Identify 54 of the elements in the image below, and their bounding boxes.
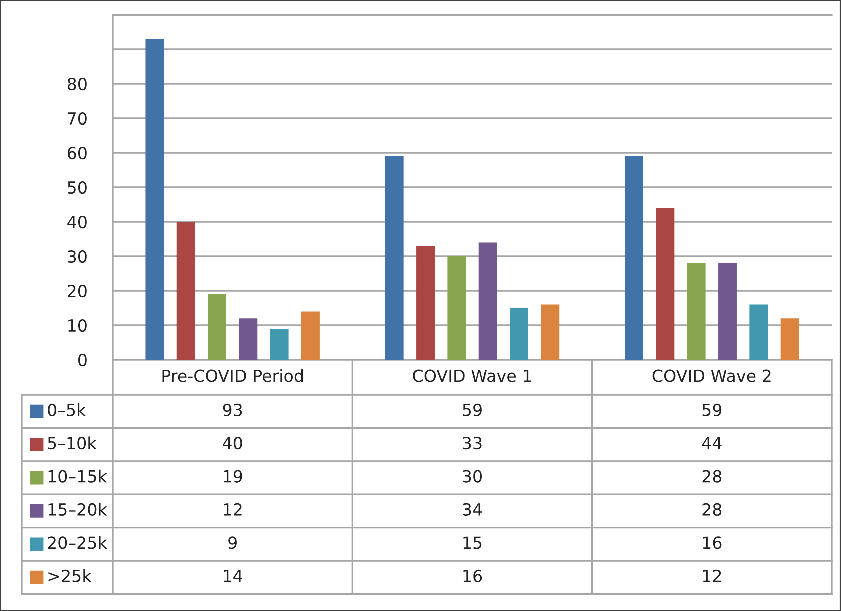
legend-label: 10–15k — [48, 470, 108, 483]
bar — [718, 263, 737, 360]
data-label: 93 — [223, 404, 242, 416]
data-label: 12 — [703, 570, 722, 582]
y-tick-label: 50 — [68, 181, 87, 194]
data-label: 59 — [702, 404, 722, 416]
data-label: 33 — [463, 437, 482, 450]
bar — [208, 294, 226, 360]
data-label: 40 — [223, 437, 242, 450]
legend-label: 0–5k — [48, 404, 86, 416]
x-tick-label: COVID Wave 1 — [413, 370, 532, 382]
bar — [625, 156, 644, 360]
data-label: 9 — [228, 536, 237, 550]
bar — [656, 208, 675, 360]
data-label: 28 — [702, 503, 722, 516]
bar — [239, 318, 258, 360]
bar — [146, 39, 164, 360]
data-label: 12 — [224, 503, 242, 516]
bar — [541, 304, 560, 360]
y-tick-label: 0 — [78, 354, 87, 367]
legend-label: 20–25k — [48, 536, 108, 550]
data-label: 34 — [463, 503, 482, 516]
legend-label: >25k — [48, 570, 92, 582]
legend-label: 15–20k — [48, 503, 108, 516]
y-tick-label: 30 — [68, 250, 87, 264]
y-tick-label: 20 — [68, 284, 87, 298]
data-label: 28 — [702, 470, 722, 483]
bar — [176, 222, 196, 360]
y-tick-label: 40 — [68, 216, 87, 229]
data-label: 16 — [464, 570, 482, 582]
x-tick-label: Pre-COVID Period — [162, 369, 304, 382]
y-tick-label: 80 — [68, 78, 87, 91]
bar — [385, 156, 404, 360]
y-tick-label: 60 — [68, 146, 87, 160]
y-tick-label: 70 — [68, 112, 87, 126]
y-tick-label: 10 — [68, 319, 87, 332]
bar — [510, 308, 528, 360]
data-label: 44 — [702, 437, 722, 450]
legend-label: 5–10k — [48, 436, 97, 450]
bar — [750, 304, 768, 360]
bar — [687, 263, 706, 360]
bar — [416, 246, 435, 360]
bar — [780, 318, 800, 360]
bar — [448, 256, 466, 360]
bar — [478, 242, 498, 360]
data-label: 14 — [224, 570, 242, 582]
x-tick-label: COVID Wave 2 — [652, 370, 771, 382]
data-label: 16 — [703, 536, 722, 550]
bar — [302, 312, 320, 360]
data-label: 30 — [463, 470, 482, 483]
data-label: 59 — [463, 404, 482, 416]
data-label: 15 — [464, 536, 482, 550]
data-label: 19 — [224, 470, 242, 483]
bar — [270, 328, 289, 360]
